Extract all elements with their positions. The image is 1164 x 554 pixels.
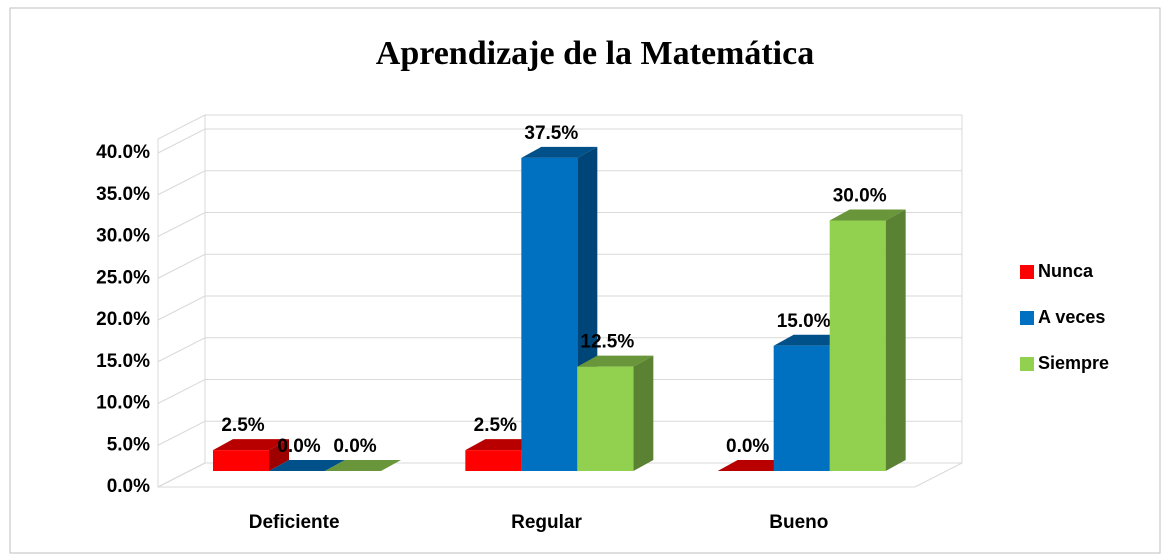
y-tick-label: 5.0% bbox=[107, 434, 150, 455]
data-label: 37.5% bbox=[524, 123, 578, 144]
bar-side bbox=[633, 355, 654, 471]
y-tick-label: 40.0% bbox=[96, 142, 150, 163]
grid-line bbox=[157, 379, 962, 404]
bar-top bbox=[325, 460, 401, 471]
bar-top bbox=[577, 355, 654, 367]
y-tick-label: 30.0% bbox=[96, 226, 150, 247]
bar bbox=[269, 460, 345, 471]
grid-line bbox=[157, 420, 962, 446]
y-tick-label: 15.0% bbox=[96, 351, 150, 372]
grid-line bbox=[157, 212, 962, 237]
bar-top bbox=[521, 146, 598, 158]
bar-top bbox=[829, 209, 906, 221]
legend-label: Siempre bbox=[1038, 353, 1109, 373]
y-tick-label: 25.0% bbox=[96, 267, 150, 288]
legend-label: A veces bbox=[1038, 307, 1105, 327]
x-tick-label: Regular bbox=[511, 512, 582, 533]
y-tick-label: 20.0% bbox=[96, 309, 150, 330]
bar bbox=[213, 439, 289, 471]
grid-line bbox=[157, 462, 962, 488]
grid-line bbox=[157, 295, 962, 321]
legend-label: Nunca bbox=[1038, 261, 1094, 281]
x-tick-label: Deficiente bbox=[249, 512, 340, 533]
grid-line bbox=[157, 253, 962, 279]
bar-side bbox=[885, 209, 906, 471]
bar-front bbox=[577, 366, 634, 471]
chart-title: Aprendizaje de la Matemática bbox=[376, 35, 814, 72]
data-label: 30.0% bbox=[833, 186, 887, 207]
side-wall bbox=[157, 114, 206, 488]
data-label: 0.0% bbox=[726, 436, 769, 457]
bar-front bbox=[829, 220, 886, 471]
legend-swatch bbox=[1020, 357, 1034, 371]
data-label: 2.5% bbox=[474, 415, 517, 436]
y-tick-label: 10.0% bbox=[96, 393, 150, 414]
data-label: 0.0% bbox=[277, 436, 320, 457]
legend-swatch bbox=[1020, 311, 1034, 325]
bar bbox=[325, 460, 401, 471]
bar-side bbox=[269, 439, 289, 471]
bar-front bbox=[521, 157, 578, 471]
grid-line bbox=[157, 128, 962, 154]
bar-front bbox=[213, 450, 269, 471]
bar-front bbox=[465, 450, 522, 471]
data-label: 15.0% bbox=[777, 311, 831, 332]
data-label: 0.0% bbox=[333, 436, 376, 457]
grid-line bbox=[157, 337, 962, 363]
x-tick-label: Bueno bbox=[769, 512, 828, 533]
bar bbox=[829, 209, 906, 471]
bar bbox=[577, 355, 654, 471]
bar-front bbox=[773, 345, 830, 471]
data-label: 12.5% bbox=[580, 332, 634, 353]
legend-swatch bbox=[1020, 265, 1034, 279]
bar-top bbox=[269, 460, 345, 471]
data-label: 2.5% bbox=[221, 415, 264, 436]
grid-line bbox=[157, 170, 962, 196]
bar-top bbox=[213, 439, 289, 451]
y-tick-label: 35.0% bbox=[96, 184, 150, 205]
y-tick-label: 0.0% bbox=[107, 476, 150, 497]
